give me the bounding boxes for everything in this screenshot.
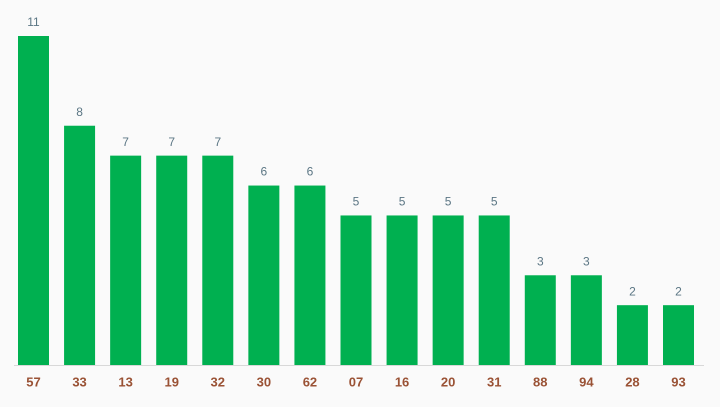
- bar: [248, 185, 280, 365]
- bar: [340, 215, 372, 365]
- bar: [663, 305, 694, 365]
- x-tick-label: 94: [579, 374, 594, 389]
- value-label: 6: [261, 165, 268, 179]
- x-tick-label: 31: [487, 374, 501, 389]
- x-tick-label: 33: [72, 374, 86, 389]
- value-label: 8: [76, 105, 83, 119]
- value-label: 5: [353, 195, 360, 209]
- bar: [18, 36, 49, 365]
- value-label: 7: [214, 135, 221, 149]
- bar: [616, 305, 648, 365]
- value-label: 7: [168, 135, 175, 149]
- value-label: 6: [307, 165, 314, 179]
- bar: [432, 215, 464, 365]
- value-label: 5: [491, 195, 498, 209]
- bar: [478, 215, 510, 365]
- value-label: 5: [445, 195, 452, 209]
- x-tick-label: 32: [211, 374, 225, 389]
- x-tick-label: 88: [533, 374, 547, 389]
- bar: [64, 125, 96, 366]
- bar: [110, 155, 142, 365]
- value-label: 2: [675, 284, 682, 298]
- bar: [570, 275, 602, 365]
- x-tick-label: 20: [441, 374, 455, 389]
- bar: [156, 155, 188, 365]
- bar: [202, 155, 234, 365]
- x-tick-label: 13: [118, 374, 132, 389]
- x-tick-label: 30: [257, 374, 271, 389]
- x-tick-label: 16: [395, 374, 409, 389]
- x-tick-label: 62: [303, 374, 317, 389]
- bar: [386, 215, 418, 365]
- x-tick-label: 57: [26, 374, 40, 389]
- bar: [294, 185, 326, 365]
- x-tick-label: 28: [625, 374, 639, 389]
- value-label: 11: [27, 15, 40, 29]
- bar: [524, 275, 556, 365]
- x-tick-label: 07: [349, 374, 363, 389]
- value-label: 3: [583, 254, 590, 268]
- x-tick-label: 93: [671, 374, 685, 389]
- value-label: 3: [537, 254, 544, 268]
- value-label: 7: [122, 135, 129, 149]
- value-label: 5: [399, 195, 406, 209]
- value-label: 2: [629, 284, 636, 298]
- x-tick-label: 19: [164, 374, 178, 389]
